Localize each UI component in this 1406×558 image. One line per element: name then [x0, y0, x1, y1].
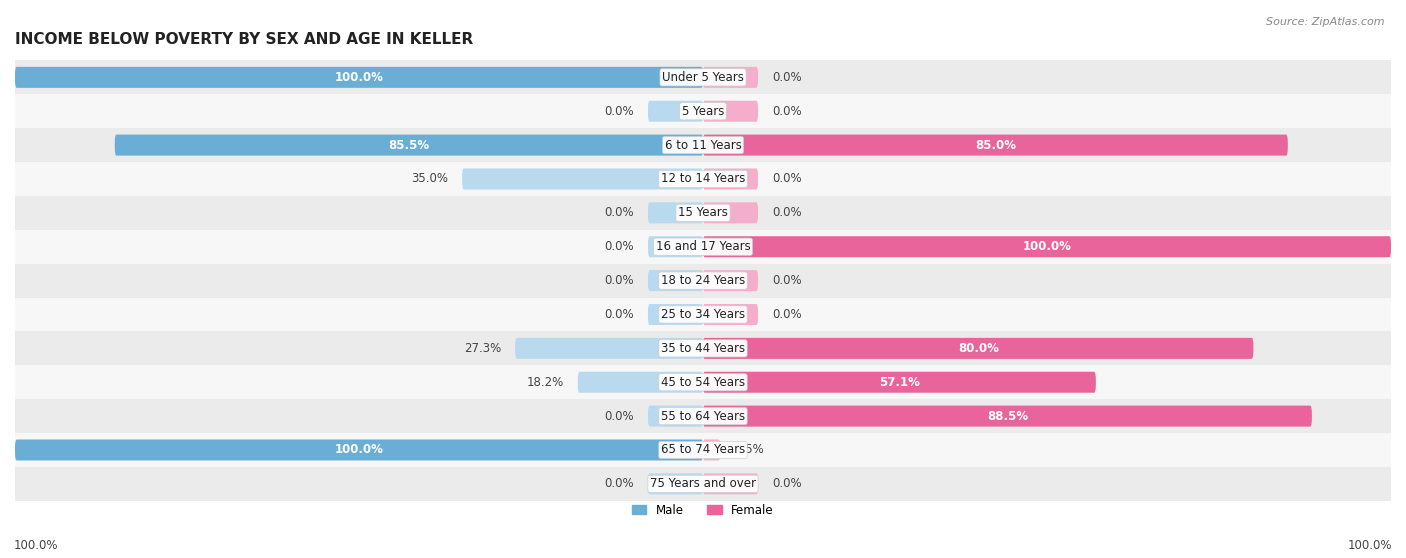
Text: 35 to 44 Years: 35 to 44 Years [661, 342, 745, 355]
Text: 0.0%: 0.0% [605, 410, 634, 422]
FancyBboxPatch shape [703, 406, 1312, 427]
FancyBboxPatch shape [115, 134, 703, 156]
FancyBboxPatch shape [703, 203, 758, 223]
FancyBboxPatch shape [463, 169, 703, 190]
Text: 0.0%: 0.0% [772, 308, 801, 321]
Text: 12 to 14 Years: 12 to 14 Years [661, 172, 745, 185]
Text: 2.5%: 2.5% [734, 444, 763, 456]
Text: Under 5 Years: Under 5 Years [662, 71, 744, 84]
Bar [15, 399, 1391, 433]
Legend: Male, Female: Male, Female [627, 499, 779, 521]
FancyBboxPatch shape [703, 236, 1391, 257]
Text: 0.0%: 0.0% [772, 274, 801, 287]
FancyBboxPatch shape [648, 270, 703, 291]
Text: 35.0%: 35.0% [412, 172, 449, 185]
FancyBboxPatch shape [648, 406, 703, 427]
Text: 100.0%: 100.0% [1022, 240, 1071, 253]
Text: 100.0%: 100.0% [335, 444, 384, 456]
FancyBboxPatch shape [648, 101, 703, 122]
Text: INCOME BELOW POVERTY BY SEX AND AGE IN KELLER: INCOME BELOW POVERTY BY SEX AND AGE IN K… [15, 32, 474, 47]
Text: 0.0%: 0.0% [605, 206, 634, 219]
Text: 18.2%: 18.2% [527, 376, 564, 389]
FancyBboxPatch shape [515, 338, 703, 359]
Bar [15, 60, 1391, 94]
Text: 0.0%: 0.0% [772, 71, 801, 84]
Text: 5 Years: 5 Years [682, 105, 724, 118]
Text: 6 to 11 Years: 6 to 11 Years [665, 138, 741, 152]
FancyBboxPatch shape [648, 304, 703, 325]
Text: 18 to 24 Years: 18 to 24 Years [661, 274, 745, 287]
Text: 100.0%: 100.0% [14, 540, 59, 552]
Bar [15, 297, 1391, 331]
Bar [15, 264, 1391, 297]
Text: 0.0%: 0.0% [605, 477, 634, 490]
Text: 0.0%: 0.0% [605, 240, 634, 253]
FancyBboxPatch shape [15, 440, 703, 460]
FancyBboxPatch shape [703, 372, 1095, 393]
Text: 0.0%: 0.0% [772, 206, 801, 219]
Bar [15, 94, 1391, 128]
Bar [15, 365, 1391, 399]
FancyBboxPatch shape [648, 236, 703, 257]
FancyBboxPatch shape [703, 270, 758, 291]
FancyBboxPatch shape [703, 473, 758, 494]
FancyBboxPatch shape [578, 372, 703, 393]
Bar [15, 128, 1391, 162]
FancyBboxPatch shape [703, 440, 720, 460]
Bar [15, 331, 1391, 365]
FancyBboxPatch shape [703, 304, 758, 325]
Text: 0.0%: 0.0% [605, 308, 634, 321]
Text: 15 Years: 15 Years [678, 206, 728, 219]
Text: 16 and 17 Years: 16 and 17 Years [655, 240, 751, 253]
Text: 88.5%: 88.5% [987, 410, 1028, 422]
Text: 0.0%: 0.0% [772, 172, 801, 185]
Bar [15, 467, 1391, 501]
Text: Source: ZipAtlas.com: Source: ZipAtlas.com [1267, 17, 1385, 27]
Text: 100.0%: 100.0% [1347, 540, 1392, 552]
Bar [15, 230, 1391, 264]
Text: 85.0%: 85.0% [974, 138, 1017, 152]
FancyBboxPatch shape [703, 338, 1253, 359]
Text: 57.1%: 57.1% [879, 376, 920, 389]
Text: 0.0%: 0.0% [605, 105, 634, 118]
Text: 55 to 64 Years: 55 to 64 Years [661, 410, 745, 422]
Text: 0.0%: 0.0% [772, 105, 801, 118]
Text: 80.0%: 80.0% [957, 342, 998, 355]
Text: 0.0%: 0.0% [772, 477, 801, 490]
FancyBboxPatch shape [703, 134, 1288, 156]
FancyBboxPatch shape [703, 67, 758, 88]
FancyBboxPatch shape [703, 169, 758, 190]
FancyBboxPatch shape [15, 67, 703, 88]
FancyBboxPatch shape [703, 101, 758, 122]
FancyBboxPatch shape [648, 203, 703, 223]
FancyBboxPatch shape [648, 473, 703, 494]
Text: 27.3%: 27.3% [464, 342, 502, 355]
Text: 0.0%: 0.0% [605, 274, 634, 287]
Text: 100.0%: 100.0% [335, 71, 384, 84]
Text: 85.5%: 85.5% [388, 138, 429, 152]
Text: 65 to 74 Years: 65 to 74 Years [661, 444, 745, 456]
Bar [15, 162, 1391, 196]
Text: 75 Years and over: 75 Years and over [650, 477, 756, 490]
Text: 45 to 54 Years: 45 to 54 Years [661, 376, 745, 389]
Bar [15, 196, 1391, 230]
Bar [15, 433, 1391, 467]
Text: 25 to 34 Years: 25 to 34 Years [661, 308, 745, 321]
